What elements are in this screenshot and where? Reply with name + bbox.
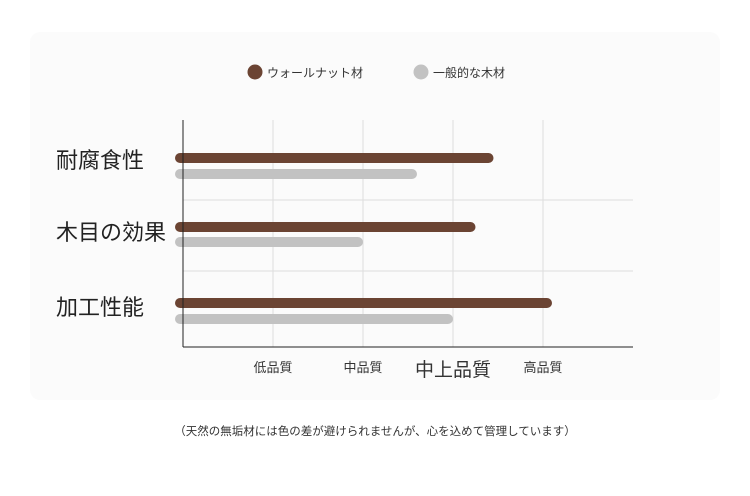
legend-label: ウォールナット材 (267, 66, 363, 80)
bars (175, 153, 552, 324)
x-tick-label: 中上品質 (415, 359, 491, 381)
x-tick-label: 中品質 (343, 361, 382, 376)
category-label: 木目の効果 (56, 221, 166, 246)
category-label: 加工性能 (56, 296, 144, 321)
category-label: 耐腐食性 (56, 149, 144, 174)
axes (182, 120, 633, 348)
legend: ウォールナット材 一般的な木材 (247, 64, 505, 80)
legend-marker (413, 64, 429, 80)
x-tick-label: 低品質 (253, 361, 292, 376)
legend-marker (247, 64, 263, 80)
x-tick-label: 高品質 (523, 360, 562, 376)
legend-label: 一般的な木材 (433, 65, 505, 80)
chart-panel (30, 32, 720, 400)
footnote: （天然の無垢材には色の差が避けられませんが、心を込めて管理しています） (174, 424, 576, 438)
